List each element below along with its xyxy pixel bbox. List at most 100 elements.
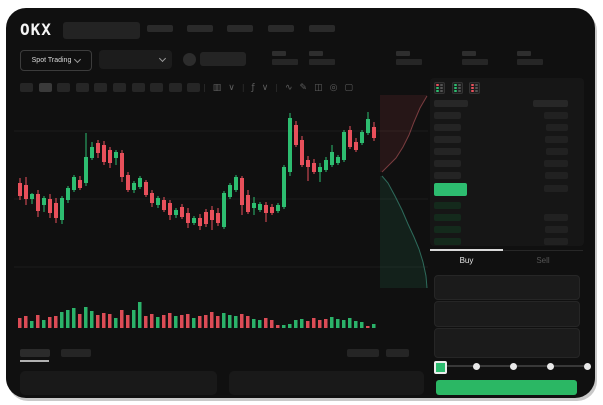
- nav-item[interactable]: [227, 25, 253, 32]
- line-chart-icon[interactable]: ∿: [284, 82, 293, 93]
- timeframe-button[interactable]: [94, 83, 108, 92]
- volume-bar: [186, 314, 190, 328]
- divider: |: [241, 83, 245, 92]
- candle-body: [210, 210, 214, 220]
- candle-style-icon[interactable]: ▥: [212, 82, 222, 93]
- tab-buy[interactable]: Buy: [459, 256, 474, 265]
- candle-body: [180, 207, 184, 217]
- ask-price[interactable]: [434, 160, 461, 167]
- nav-item[interactable]: [147, 25, 173, 32]
- volume-bar: [72, 308, 76, 328]
- book-bids-icon[interactable]: [451, 82, 463, 94]
- app-window: OKX Spot Trading | ▥ ∨ | ƒ ∨ | ∿ ✎ ◫ ◎ ▢ Buy Sell: [6, 8, 595, 398]
- volume-bar: [96, 315, 100, 328]
- okx-logo: OKX: [20, 20, 52, 39]
- nav-item[interactable]: [187, 25, 213, 32]
- slider-handle[interactable]: [434, 361, 447, 374]
- settings-icon[interactable]: ◎: [329, 82, 338, 93]
- volume-bar: [42, 320, 46, 328]
- volume-bar: [336, 319, 340, 328]
- candle-body: [168, 203, 172, 215]
- ask-amount: [546, 148, 568, 155]
- candle-body: [354, 142, 358, 150]
- volume-bar: [168, 313, 172, 328]
- bid-price[interactable]: [434, 214, 461, 221]
- volume-bar: [48, 317, 52, 328]
- indicator-icon[interactable]: ƒ: [251, 82, 255, 93]
- candle-body: [372, 127, 376, 138]
- timeframe-button[interactable]: [150, 83, 164, 92]
- volume-bar: [192, 318, 196, 328]
- ask-price[interactable]: [434, 136, 461, 143]
- bid-price[interactable]: [434, 226, 461, 233]
- bottom-tab-indicator: [20, 360, 49, 362]
- volume-bar: [276, 325, 280, 328]
- divider: |: [275, 83, 278, 92]
- candle-body: [54, 203, 58, 218]
- timeframe-button[interactable]: [131, 83, 145, 92]
- ask-price[interactable]: [434, 124, 461, 131]
- bottom-bar-item[interactable]: [386, 349, 409, 357]
- bottom-panel: [20, 371, 217, 395]
- chevron-down-icon[interactable]: ∨: [261, 82, 269, 93]
- fullscreen-icon[interactable]: ▢: [344, 82, 353, 93]
- draw-icon[interactable]: ✎: [299, 82, 308, 93]
- candle-body: [114, 152, 118, 158]
- candle-body: [330, 152, 334, 165]
- candle-body: [294, 125, 298, 145]
- depth-bid-line: [381, 175, 428, 289]
- slider-stop[interactable]: [547, 363, 554, 370]
- bottom-bar-item[interactable]: [347, 349, 379, 357]
- volume-bar: [18, 318, 22, 328]
- timeframe-button[interactable]: [168, 83, 182, 92]
- timeframe-button[interactable]: [113, 83, 126, 92]
- ask-price[interactable]: [434, 112, 461, 119]
- slider-stop[interactable]: [510, 363, 517, 370]
- candle-body: [120, 153, 124, 177]
- volume-bar: [348, 318, 352, 328]
- slider-stop[interactable]: [584, 363, 591, 370]
- bid-price[interactable]: [434, 238, 461, 245]
- candle-body: [162, 200, 166, 210]
- candle-body: [312, 163, 316, 172]
- order-input[interactable]: [434, 301, 580, 327]
- pair-dropdown[interactable]: [99, 50, 172, 69]
- bottom-tab[interactable]: [61, 349, 91, 357]
- stat-label: [462, 51, 476, 56]
- buy-submit-button[interactable]: [436, 380, 577, 395]
- camera-icon[interactable]: ◫: [314, 82, 323, 93]
- bid-price[interactable]: [434, 202, 461, 209]
- spot-trading-dropdown[interactable]: Spot Trading: [20, 50, 92, 71]
- timeframe-button[interactable]: [38, 83, 52, 92]
- timeframe-button[interactable]: [20, 83, 33, 92]
- candle-body: [222, 193, 226, 227]
- order-input[interactable]: [434, 275, 580, 300]
- ask-price[interactable]: [434, 148, 461, 155]
- timeframe-button[interactable]: [75, 83, 89, 92]
- order-input[interactable]: [434, 328, 580, 358]
- nav-item[interactable]: [268, 25, 294, 32]
- candle-body: [228, 185, 232, 197]
- volume-bar: [258, 320, 262, 328]
- ask-price[interactable]: [434, 172, 461, 179]
- candlestick-chart[interactable]: [14, 95, 430, 335]
- tab-sell[interactable]: Sell: [536, 256, 550, 265]
- timeframe-button[interactable]: [57, 83, 71, 92]
- timeframe-button[interactable]: [187, 83, 201, 92]
- volume-bar: [60, 312, 64, 328]
- volume-bar: [150, 314, 154, 328]
- candle-body: [42, 198, 46, 205]
- book-asks-icon[interactable]: [469, 82, 480, 94]
- bottom-tab[interactable]: [20, 349, 50, 357]
- slider-stop[interactable]: [473, 363, 480, 370]
- candle-body: [282, 167, 286, 207]
- book-both-icon[interactable]: [434, 82, 445, 94]
- pair-name-placeholder[interactable]: [200, 52, 246, 66]
- chevron-down-icon[interactable]: ∨: [228, 82, 235, 93]
- search-input[interactable]: [63, 22, 140, 39]
- last-price-badge[interactable]: [434, 183, 467, 196]
- volume-bar: [120, 310, 124, 328]
- volume-bar: [252, 319, 256, 328]
- candle-body: [96, 143, 100, 153]
- nav-item[interactable]: [309, 25, 335, 32]
